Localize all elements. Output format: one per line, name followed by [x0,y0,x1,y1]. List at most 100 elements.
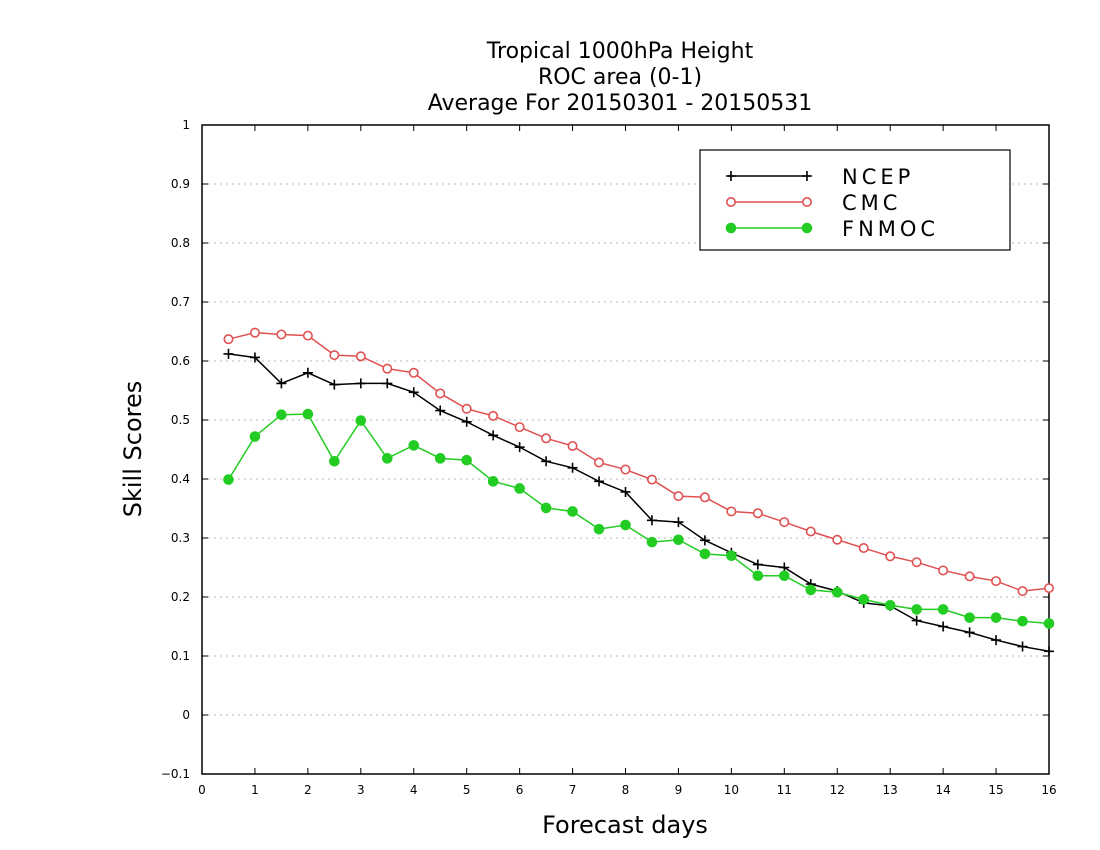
legend-label-ncep: NCEP [842,165,914,189]
data-point-ncep [567,462,578,473]
y-tick-label: 0.3 [171,531,190,545]
data-point-cmc [858,543,869,554]
data-point-cmc [911,557,922,568]
data-point-cmc [329,350,340,361]
data-point-fnmoc [276,409,287,420]
x-axis: 0 1 2 3 4 5 6 7 8 9 10 11 12 13 14 15 16 [198,125,1057,797]
data-point-ncep [938,621,949,632]
legend-marker [801,197,812,208]
data-point-cmc [779,517,790,528]
data-point-fnmoc [487,476,499,487]
data-point-ncep [435,405,446,416]
title-line-2: ROC area (0-1) [538,65,702,90]
y-tick-label: 0.9 [171,177,190,191]
data-point-ncep [223,348,234,359]
data-point-cmc [594,457,605,468]
data-point-fnmoc [646,536,658,548]
legend-item-fnmoc: FNMOC [725,217,939,241]
data-point-fnmoc [1017,615,1028,627]
x-tick-label: 1 [251,783,259,797]
series-line-fnmoc [227,413,1050,625]
series-cmc [223,327,1055,597]
data-point-cmc [964,571,975,582]
legend-label-cmc: CMC [842,191,901,215]
y-tick-label: 0.5 [171,413,190,427]
data-point-fnmoc [620,519,631,531]
data-point-ncep [382,378,393,389]
legend-label-fnmoc: FNMOC [842,217,939,241]
data-point-ncep [1017,641,1028,652]
data-point-fnmoc [779,570,790,582]
title-line-1: Tropical 1000hPa Height [486,39,754,64]
data-point-ncep [620,486,631,497]
data-point-ncep [964,627,975,638]
data-point-cmc [514,422,525,433]
data-point-fnmoc [461,454,472,466]
series-fnmoc [223,408,1055,629]
data-point-cmc [991,576,1002,587]
data-point-fnmoc [1043,618,1055,629]
legend-marker [802,171,812,181]
legend-marker [725,222,737,234]
data-point-fnmoc [593,523,605,535]
data-point-fnmoc [540,502,552,514]
data-point-cmc [541,433,552,444]
data-point-fnmoc [884,599,896,611]
legend-marker [726,171,736,181]
data-point-ncep [514,442,525,453]
data-point-ncep [461,416,472,427]
data-point-ncep [408,387,419,398]
data-point-cmc [726,506,737,517]
data-point-cmc [408,367,419,378]
x-tick-label: 16 [1041,783,1056,797]
data-point-fnmoc [223,474,234,485]
data-point-fnmoc [329,456,340,467]
data-point-fnmoc [858,594,870,605]
data-point-cmc [752,508,763,519]
data-point-cmc [355,351,366,362]
data-point-cmc [1044,583,1055,594]
legend-box [699,149,1011,251]
data-point-cmc [302,330,313,341]
data-point-ncep [594,476,605,487]
data-point-ncep [302,367,313,378]
x-tick-label: 15 [988,783,1003,797]
data-point-cmc [567,440,578,451]
data-point-cmc [805,526,816,537]
data-point-cmc [885,551,896,562]
data-point-ncep [673,517,684,528]
data-point-cmc [461,403,472,414]
y-tick-label: 0.7 [171,295,190,309]
legend-item-ncep: NCEP [726,165,914,189]
x-tick-label: 10 [724,783,739,797]
data-point-cmc [382,363,393,374]
data-point-fnmoc [673,534,684,546]
x-tick-label: 11 [777,783,792,797]
y-axis: −0.1 0 0.1 0.2 0.3 0.4 0.5 0.6 0.7 0.8 0.9 1 [161,118,1049,781]
data-point-cmc [1017,586,1028,597]
data-point-ncep [249,352,260,363]
x-tick-label: 12 [830,783,845,797]
x-tick-label: 13 [883,783,898,797]
data-point-cmc [646,474,657,485]
x-tick-label: 3 [357,783,365,797]
data-point-fnmoc [249,431,261,442]
data-point-fnmoc [434,453,446,464]
data-point-fnmoc [408,440,420,451]
data-point-ncep [699,535,710,546]
data-point-fnmoc [381,453,393,464]
x-tick-label: 0 [198,783,206,797]
data-point-ncep [911,615,922,626]
data-point-fnmoc [805,584,817,596]
data-point-fnmoc [699,548,711,560]
data-point-ncep [752,559,763,570]
data-point-ncep [646,515,657,526]
legend-item-cmc: CMC [725,191,901,215]
data-point-ncep [991,635,1002,646]
data-point-cmc [488,410,499,421]
x-tick-label: 8 [622,783,630,797]
legend-marker [725,197,736,208]
y-tick-label: 0.4 [171,472,190,486]
data-point-fnmoc [726,550,737,562]
